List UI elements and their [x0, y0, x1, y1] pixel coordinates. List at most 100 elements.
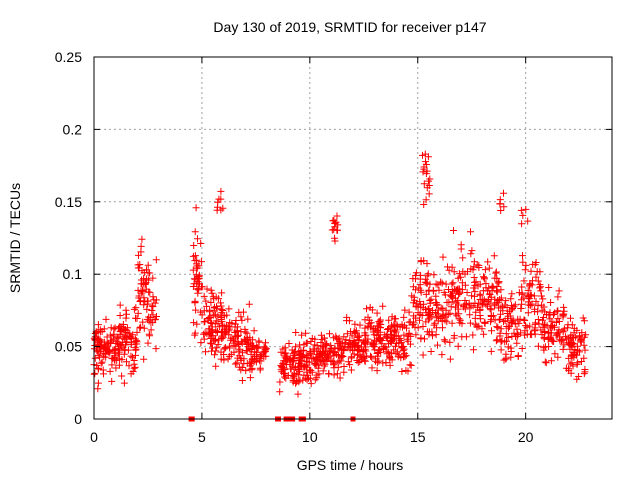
y-axis-label: SRMTID / TECUs	[7, 183, 23, 293]
data-point	[450, 332, 458, 340]
data-point	[217, 195, 225, 203]
data-point	[514, 353, 522, 360]
data-point	[219, 307, 227, 314]
data-point	[191, 329, 199, 337]
data-point	[317, 331, 325, 339]
data-point	[467, 228, 474, 236]
data-point	[333, 212, 341, 220]
data-point	[435, 286, 443, 294]
data-point	[144, 261, 152, 269]
data-point	[454, 297, 462, 305]
data-point	[484, 302, 491, 310]
data-point	[446, 309, 454, 317]
data-point	[241, 335, 248, 343]
data-point	[295, 378, 303, 386]
data-point	[343, 330, 351, 338]
data-point	[312, 360, 320, 368]
data-point	[434, 341, 441, 349]
data-point	[91, 369, 99, 377]
data-point	[331, 349, 339, 357]
data-point	[427, 295, 435, 303]
data-point	[387, 327, 394, 335]
data-point	[367, 352, 374, 360]
data-point	[132, 304, 140, 312]
data-point	[437, 304, 445, 312]
data-point	[368, 353, 376, 361]
data-point	[403, 324, 410, 332]
data-point	[531, 330, 539, 338]
data-point	[445, 266, 453, 274]
data-point	[111, 324, 119, 332]
data-point	[392, 315, 400, 323]
data-point	[576, 348, 583, 356]
data-point	[190, 242, 198, 249]
data-point	[515, 319, 523, 327]
data-point	[311, 359, 319, 367]
data-point	[497, 346, 505, 354]
data-point	[215, 336, 223, 344]
data-point	[111, 353, 119, 361]
data-point	[235, 341, 243, 348]
data-point	[307, 338, 315, 345]
data-point	[239, 349, 246, 357]
data-point	[143, 266, 150, 274]
data-point	[351, 320, 359, 328]
data-point	[333, 370, 341, 378]
data-point	[152, 345, 160, 353]
data-point	[452, 303, 459, 311]
data-point	[133, 338, 141, 346]
data-point	[246, 360, 254, 367]
data-point	[318, 336, 326, 343]
data-point	[517, 206, 525, 214]
data-point	[513, 325, 521, 333]
data-point	[402, 367, 410, 374]
data-point	[433, 301, 441, 309]
data-point	[468, 292, 476, 300]
x-tick-label: 0	[90, 429, 98, 445]
data-point	[540, 321, 548, 329]
data-point	[252, 358, 260, 366]
data-point	[496, 196, 504, 204]
data-point	[576, 332, 583, 340]
data-point	[227, 336, 235, 344]
data-point	[144, 339, 152, 347]
data-point	[449, 289, 457, 297]
data-point	[521, 266, 529, 274]
data-point	[214, 341, 222, 349]
data-point	[95, 365, 102, 373]
data-point	[570, 350, 578, 358]
data-point	[568, 321, 576, 329]
data-point	[94, 379, 102, 387]
data-point	[375, 318, 383, 326]
data-point	[556, 335, 564, 343]
data-point	[409, 299, 417, 307]
data-point	[432, 280, 440, 288]
data-point	[554, 293, 562, 301]
data-point	[100, 370, 107, 378]
data-point	[191, 298, 199, 306]
data-point	[412, 272, 420, 279]
data-point	[249, 341, 257, 349]
data-point	[94, 385, 102, 393]
data-point	[251, 348, 259, 356]
data-point	[307, 366, 315, 374]
data-point	[546, 315, 554, 323]
data-point	[336, 340, 344, 348]
data-point	[452, 310, 460, 318]
data-point	[243, 329, 251, 337]
data-point	[97, 359, 105, 367]
data-point	[494, 279, 502, 287]
data-point	[208, 289, 216, 297]
data-point	[121, 346, 129, 354]
data-point	[577, 337, 585, 345]
data-point	[502, 330, 510, 338]
data-point	[133, 328, 141, 336]
y-tick-label: 0.2	[63, 121, 83, 137]
data-point	[407, 361, 415, 369]
data-point	[575, 373, 583, 380]
data-point	[448, 280, 456, 288]
data-point	[303, 376, 311, 384]
data-point	[517, 305, 525, 312]
data-point	[343, 313, 351, 321]
data-point	[463, 289, 471, 296]
